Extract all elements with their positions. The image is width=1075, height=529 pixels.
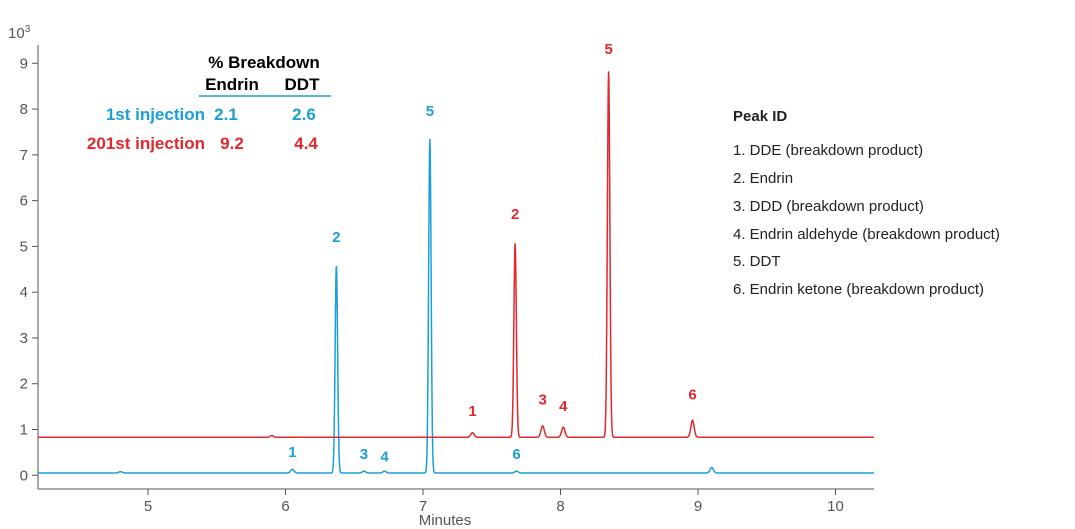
x-tick-label: 9 bbox=[694, 498, 702, 515]
y-tick-label: 4 bbox=[20, 284, 28, 301]
legend-item-1: 1. DDE (breakdown product) bbox=[733, 142, 923, 159]
y-tick-label: 5 bbox=[20, 238, 28, 255]
y-tick-label: 9 bbox=[20, 55, 28, 72]
y-tick-label: 8 bbox=[20, 101, 28, 118]
peak-label-blue-6: 6 bbox=[512, 446, 520, 463]
legend-item-6: 6. Endrin ketone (breakdown product) bbox=[733, 281, 984, 298]
peak-label-red-3: 3 bbox=[538, 391, 546, 408]
series-trace-blue bbox=[38, 138, 874, 474]
y-ticks: 0 1 2 3 4 5 6 7 8 9 bbox=[20, 55, 38, 484]
breakdown-col-endrin: Endrin bbox=[205, 75, 259, 94]
x-axis-label: Minutes bbox=[419, 512, 472, 529]
row-201st-ddt: 4.4 bbox=[294, 134, 318, 153]
row-201st-label: 201st injection bbox=[87, 134, 205, 153]
row-1st-ddt: 2.6 bbox=[292, 105, 316, 124]
y-tick-label: 1 bbox=[20, 421, 28, 438]
traces bbox=[38, 71, 874, 474]
x-tick-label: 5 bbox=[144, 498, 152, 515]
row-201st-endrin: 9.2 bbox=[220, 134, 244, 153]
peak-label-red-1: 1 bbox=[468, 403, 476, 420]
peak-label-blue-3: 3 bbox=[360, 446, 368, 463]
legend-item-5: 5. DDT bbox=[733, 253, 781, 270]
x-tick-label: 7 bbox=[419, 498, 427, 515]
peak-label-blue-1: 1 bbox=[288, 444, 296, 461]
peak-label-red-2: 2 bbox=[511, 206, 519, 223]
legend-title: Peak ID bbox=[733, 108, 787, 125]
x-tick-label: 10 bbox=[827, 498, 844, 515]
y-tick-label: 6 bbox=[20, 193, 28, 210]
legend-item-4: 4. Endrin aldehyde (breakdown product) bbox=[733, 226, 1000, 243]
peak-label-red-5: 5 bbox=[604, 41, 612, 58]
breakdown-table: % Breakdown Endrin DDT 1st injection 2.1… bbox=[87, 53, 331, 153]
x-tick-label: 8 bbox=[556, 498, 564, 515]
x-ticks: 5 6 7 8 9 10 bbox=[144, 489, 844, 515]
y-axis-exponent: 103 bbox=[8, 24, 31, 42]
peak-label-red-6: 6 bbox=[688, 387, 696, 404]
peak-label-blue-4: 4 bbox=[380, 449, 389, 466]
breakdown-title: % Breakdown bbox=[208, 53, 319, 72]
peak-id-legend: Peak ID 1. DDE (breakdown product) 2. En… bbox=[733, 108, 1000, 298]
series-trace-red bbox=[38, 71, 874, 439]
row-1st-endrin: 2.1 bbox=[214, 105, 238, 124]
x-tick-label: 6 bbox=[281, 498, 289, 515]
y-tick-label: 3 bbox=[20, 330, 28, 347]
y-tick-label: 2 bbox=[20, 376, 28, 393]
y-axis-power: 3 bbox=[25, 24, 31, 35]
peak-label-red-4: 4 bbox=[559, 398, 568, 415]
y-tick-label: 7 bbox=[20, 147, 28, 164]
legend-item-3: 3. DDD (breakdown product) bbox=[733, 198, 924, 215]
peak-label-blue-2: 2 bbox=[332, 229, 340, 246]
peak-label-blue-5: 5 bbox=[426, 103, 434, 120]
legend-item-2: 2. Endrin bbox=[733, 170, 793, 187]
breakdown-col-ddt: DDT bbox=[285, 75, 321, 94]
y-tick-label: 0 bbox=[20, 467, 28, 484]
row-1st-label: 1st injection bbox=[106, 105, 205, 124]
